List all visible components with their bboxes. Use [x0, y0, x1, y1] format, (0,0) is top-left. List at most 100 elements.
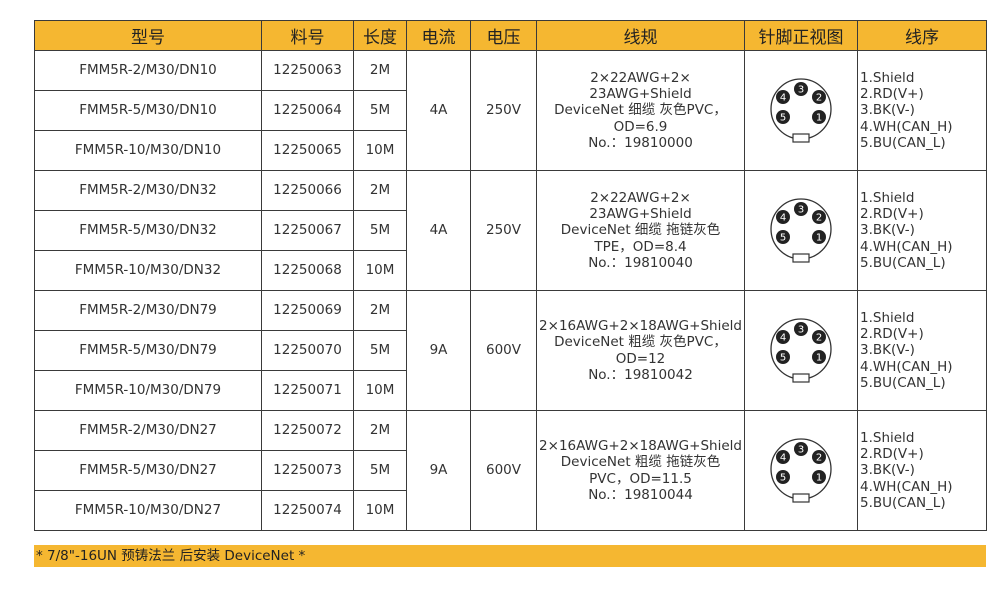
length-cell: 2M — [353, 290, 407, 331]
part-number-cell: 12250070 — [261, 330, 354, 371]
pin-label: 5 — [780, 352, 786, 363]
voltage-cell: 600V — [470, 410, 537, 531]
pin-label: 1 — [816, 232, 822, 243]
pin-4 — [776, 209, 790, 224]
pin-1 — [812, 469, 826, 484]
wire-order-cell: 1.Shield 2.RD(V+) 3.BK(V-) 4.WH(CAN_H) 5.BU(… — [857, 290, 987, 411]
table-row: FMM5R-5/M30/DN27 12250073 5M — [34, 450, 987, 491]
wire-gauge-line: 2×22AWG+2× — [590, 70, 691, 87]
model-cell: FMM5R-10/M30/DN32 — [34, 250, 262, 291]
pin-label: 1 — [816, 472, 822, 483]
pin-label: 2 — [816, 212, 822, 223]
part-number-cell: 12250072 — [261, 410, 354, 451]
wire-gauge-line: DeviceNet 粗缆 灰色PVC， — [554, 334, 727, 351]
pin-diagram-cell: 4 3 2 5 1 — [744, 50, 858, 171]
wire-gauge-line: PVC，OD=11.5 — [589, 470, 692, 487]
pin-3 — [794, 441, 808, 456]
connector-pin-diagram-icon: 4 3 2 5 1 — [770, 197, 832, 263]
length-cell: 2M — [353, 410, 407, 451]
wire-gauge-line: 2×16AWG+2×18AWG+Shield — [539, 438, 742, 455]
wire-gauge-cell: 2×22AWG+2× 23AWG+Shield DeviceNet 细缆 灰色PVC… — [536, 50, 745, 171]
wire-gauge-line: TPE，OD=8.4 — [594, 238, 687, 255]
table-row: FMM5R-2/M30/DN79 12250069 2M 9A 600V 2×16AWG+… — [34, 290, 987, 411]
wire-gauge-line: 2×16AWG+2×18AWG+Shield — [539, 318, 742, 335]
length-cell: 10M — [353, 370, 407, 411]
model-cell: FMM5R-2/M30/DN79 — [34, 290, 262, 331]
model-cell: FMM5R-5/M30/DN32 — [34, 210, 262, 251]
wire-gauge-line: DeviceNet 细缆 灰色PVC， — [554, 102, 727, 119]
wire-order-line: 3.BK(V-) — [860, 102, 915, 119]
wire-gauge-line: OD=6.9 — [613, 118, 668, 135]
length-cell: 5M — [353, 90, 407, 131]
pin-label: 5 — [780, 472, 786, 483]
footer-text: * 7/8"-16UN 预铸法兰 后安装 DeviceNet * — [36, 548, 306, 564]
part-number-cell: 12250069 — [261, 290, 354, 331]
model-cell: FMM5R-10/M30/DN27 — [34, 490, 262, 531]
wire-gauge-line: OD=12 — [615, 350, 666, 367]
table-row: FMM5R-2/M30/DN10 12250063 2M 4A 250V 2×22AWG+… — [34, 50, 987, 171]
wire-gauge-line: No.：19810042 — [588, 366, 693, 383]
pin-label: 3 — [798, 84, 804, 95]
wire-order-line: 1.Shield — [860, 190, 915, 207]
wire-gauge-cell: 2×16AWG+2×18AWG+Shield DeviceNet 粗缆 灰色PVC… — [536, 290, 745, 411]
connector-key — [792, 372, 810, 383]
part-number-cell: 12250067 — [261, 210, 354, 251]
table-row: FMM5R-10/M30/DN27 12250074 10M — [34, 490, 987, 531]
wire-gauge-line: No.：19810044 — [588, 486, 693, 503]
current-cell: 4A — [406, 170, 471, 291]
wire-order-line: 4.WH(CAN_H) — [860, 478, 953, 495]
pin-label: 2 — [816, 452, 822, 463]
model-cell: FMM5R-2/M30/DN27 — [34, 410, 262, 451]
header-wire-order: 线序 — [857, 20, 987, 51]
header-wire-gauge: 线规 — [536, 20, 745, 51]
wire-gauge-line: DeviceNet 细缆 拖链灰色 — [560, 222, 721, 239]
wire-order-line: 4.WH(CAN_H) — [860, 238, 953, 255]
length-cell: 10M — [353, 250, 407, 291]
pin-label: 3 — [798, 324, 804, 335]
length-cell: 10M — [353, 490, 407, 531]
pin-5 — [776, 229, 790, 244]
wire-gauge-line: 23AWG+Shield — [589, 86, 692, 103]
current-cell: 4A — [406, 50, 471, 171]
wire-order-line: 5.BU(CAN_L) — [860, 494, 946, 511]
wire-gauge-line: DeviceNet 粗缆 拖链灰色 — [560, 454, 721, 471]
model-cell: FMM5R-10/M30/DN79 — [34, 370, 262, 411]
pin-1 — [812, 349, 826, 364]
voltage-cell: 600V — [470, 290, 537, 411]
wire-gauge-cell: 2×16AWG+2×18AWG+Shield DeviceNet 粗缆 拖链灰色 P… — [536, 410, 745, 531]
current-cell: 9A — [406, 290, 471, 411]
pin-4 — [776, 449, 790, 464]
wire-gauge-line: No.：19810040 — [588, 254, 693, 271]
pin-5 — [776, 469, 790, 484]
pin-3 — [794, 201, 808, 216]
header-length: 长度 — [353, 20, 407, 51]
model-cell: FMM5R-10/M30/DN10 — [34, 130, 262, 171]
table-row: FMM5R-5/M30/DN79 12250070 5M — [34, 330, 987, 371]
wire-order-line: 1.Shield — [860, 70, 915, 87]
pin-3 — [794, 81, 808, 96]
length-cell: 5M — [353, 210, 407, 251]
pin-label: 1 — [816, 352, 822, 363]
wire-order-line: 5.BU(CAN_L) — [860, 134, 946, 151]
wire-gauge-line: 23AWG+Shield — [589, 206, 692, 223]
wire-order-cell: 1.Shield 2.RD(V+) 3.BK(V-) 4.WH(CAN_H) 5.BU(… — [857, 410, 987, 531]
connector-pin-diagram-icon: 4 3 2 5 1 — [770, 77, 832, 143]
part-number-cell: 12250073 — [261, 450, 354, 491]
connector-key — [792, 252, 810, 263]
pin-label: 5 — [780, 112, 786, 123]
voltage-cell: 250V — [470, 170, 537, 291]
wire-order-line: 2.RD(V+) — [860, 206, 924, 223]
wire-order-line: 3.BK(V-) — [860, 462, 915, 479]
wire-order-line: 4.WH(CAN_H) — [860, 118, 953, 135]
model-cell: FMM5R-5/M30/DN27 — [34, 450, 262, 491]
pin-label: 1 — [816, 112, 822, 123]
pin-label: 4 — [780, 452, 786, 463]
connector-pin-diagram-icon: 4 3 2 5 1 — [770, 437, 832, 503]
footer-note: * 7/8"-16UN 预铸法兰 后安装 DeviceNet * — [34, 545, 986, 567]
header-part-number: 料号 — [261, 20, 354, 51]
part-number-cell: 12250063 — [261, 50, 354, 91]
pin-label: 5 — [780, 232, 786, 243]
header-current: 电流 — [406, 20, 471, 51]
wire-order-line: 5.BU(CAN_L) — [860, 254, 946, 271]
wire-order-cell: 1.Shield 2.RD(V+) 3.BK(V-) 4.WH(CAN_H) 5.BU(… — [857, 170, 987, 291]
